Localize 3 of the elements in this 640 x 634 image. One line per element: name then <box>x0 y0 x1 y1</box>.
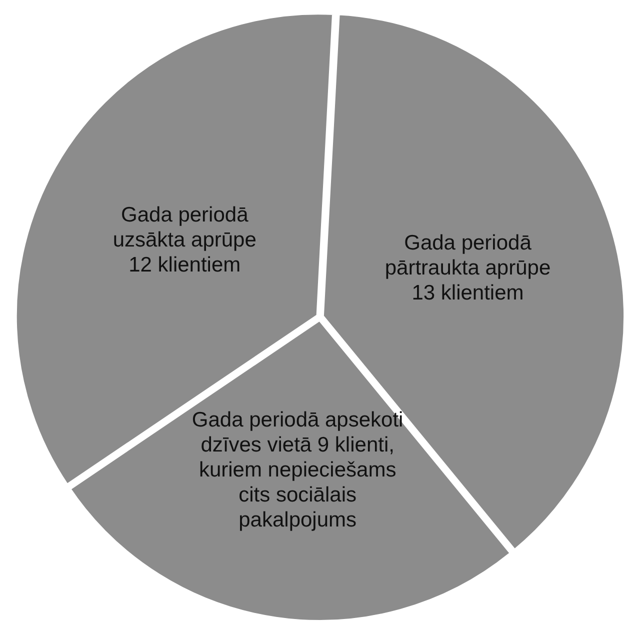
slice-label: Gada periodā pārtraukta aprūpe 13 klientiem <box>384 231 551 304</box>
slice-label: Gada periodā uzsākta aprūpe 12 klientiem <box>112 203 256 276</box>
slice-label: Gada periodā apsekoti dzīves vietā 9 klienti, kuriem nepieciešams cits sociālais pakalpojums <box>192 408 404 532</box>
